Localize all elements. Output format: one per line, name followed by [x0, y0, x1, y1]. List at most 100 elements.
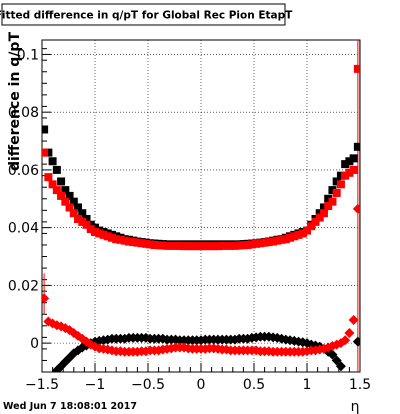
y-tick-label: 0.06 [8, 163, 39, 179]
x-tick-label: 1 [303, 377, 312, 393]
data-point-square [65, 203, 74, 212]
data-point-square [48, 180, 57, 189]
y-axis-label: difference in q/pT [7, 32, 23, 171]
data-point-square [78, 217, 87, 226]
data-point-square [353, 64, 360, 73]
data-point-square [201, 242, 210, 251]
data-point-square [218, 241, 227, 250]
x-tick-label: 0 [197, 377, 206, 393]
chart-title: Fitted difference in q/pT for Global Rec… [0, 10, 293, 22]
data-point-square [303, 226, 311, 235]
data-point-square [205, 242, 214, 251]
data-point-square [336, 171, 345, 180]
data-point-square [112, 235, 121, 244]
data-point-square [349, 165, 358, 174]
data-point-square [61, 197, 70, 206]
data-point-square [146, 240, 155, 249]
data-point-square [91, 223, 99, 232]
data-point-square [48, 157, 57, 166]
data-point-square [74, 203, 83, 212]
timestamp-label: Wed Jun 7 18:08:01 2017 [3, 401, 137, 412]
data-point-square [95, 229, 104, 238]
y-tick-label: 0.04 [8, 221, 39, 237]
data-point-square [332, 177, 341, 186]
data-point-square [52, 186, 61, 195]
data-point-square [341, 160, 350, 169]
data-point-square [65, 191, 74, 200]
data-point-square [328, 197, 337, 206]
data-point-diamond [352, 336, 360, 347]
data-point-square [269, 237, 278, 246]
data-point-square [163, 241, 172, 250]
data-point-square [332, 189, 341, 198]
data-point-square [42, 148, 49, 157]
y-tick-label: 0 [30, 336, 39, 352]
data-point-square [150, 240, 159, 249]
data-point-square [243, 240, 252, 249]
data-point-square [82, 220, 91, 229]
data-point-square [286, 233, 295, 242]
data-point-square [158, 241, 167, 250]
data-point-diamond [340, 335, 351, 346]
x-tick-label: −1.5 [25, 377, 59, 393]
data-point-square [44, 148, 53, 157]
data-point-diamond [51, 365, 62, 372]
data-point-diamond [331, 355, 342, 366]
data-point-diamond [335, 361, 346, 372]
data-point-square [252, 239, 261, 248]
data-point-square [197, 242, 205, 251]
data-point-square [260, 238, 269, 247]
data-point-square [209, 242, 218, 251]
data-point-square [315, 209, 324, 218]
data-point-square [345, 157, 354, 166]
data-point-diamond [352, 203, 360, 214]
x-tick-label: 1.5 [349, 377, 371, 393]
data-point-square [120, 236, 129, 245]
data-point-square [226, 241, 235, 250]
data-point-square [213, 242, 222, 251]
data-point-square [247, 240, 256, 249]
data-point-diamond [348, 315, 359, 326]
data-point-square [86, 220, 95, 229]
series-group [42, 40, 360, 372]
data-point-square [69, 209, 78, 218]
axis-ticks: −1.5 −1 −0.5 0 0.5 1 1.5 0 0.02 0.04 0.06 0.08 0.1 [8, 47, 371, 393]
data-point-square [61, 186, 70, 195]
y-tick-label: 0.02 [8, 278, 39, 294]
data-point-square [137, 239, 146, 248]
data-point-square [188, 242, 197, 251]
data-point-square [99, 230, 108, 239]
data-point-square [324, 194, 333, 203]
data-point-square [180, 242, 189, 251]
data-point-square [273, 236, 282, 245]
data-point-square [307, 222, 316, 231]
y-tick-label: 0.08 [8, 105, 39, 121]
data-point-square [129, 238, 138, 247]
data-point-square [44, 173, 53, 182]
data-point-square [230, 241, 239, 250]
data-point-square [116, 235, 125, 244]
data-point-square [294, 230, 303, 239]
data-point-square [107, 233, 116, 242]
data-point-square [154, 241, 163, 250]
data-point-square [256, 239, 265, 248]
data-point-square [42, 125, 49, 134]
data-point-square [82, 214, 91, 223]
data-point-square [311, 217, 320, 226]
data-point-square [235, 241, 244, 250]
data-point-square [222, 241, 231, 250]
data-point-square [349, 154, 358, 163]
data-point-diamond [344, 328, 355, 339]
x-tick-label: 0.5 [243, 377, 265, 393]
data-point-square [324, 202, 333, 210]
data-point-square [345, 168, 354, 177]
data-point-square [86, 225, 95, 234]
data-point-square [69, 197, 78, 206]
y-tick-label: 0.1 [17, 47, 39, 63]
data-point-square [167, 241, 176, 250]
data-point-diamond [42, 293, 50, 304]
data-point-square [298, 229, 307, 238]
data-point-square [103, 232, 112, 241]
data-point-square [319, 209, 328, 218]
